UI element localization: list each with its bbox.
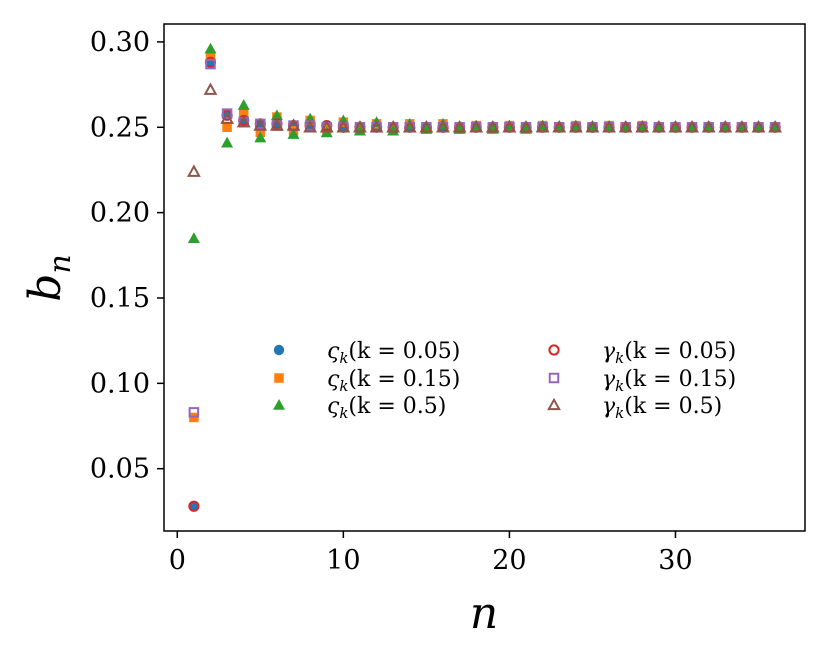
data-point: [222, 122, 232, 133]
data-point: [552, 120, 567, 133]
legend-marker: [548, 344, 560, 356]
x-tick-label: 10: [326, 545, 360, 576]
data-point: [188, 407, 200, 418]
data-point: [469, 120, 484, 133]
data-point: [353, 120, 367, 133]
data-point: [535, 120, 550, 133]
legend-entry: γk(k = 0.15): [548, 367, 736, 395]
legend-entry: ςk(k = 0.15): [274, 367, 460, 395]
data-point: [353, 124, 366, 136]
data-point: [205, 58, 216, 70]
data-point: [270, 109, 283, 121]
data-point: [768, 120, 783, 133]
x-tick-label: 20: [492, 545, 526, 576]
y-tick-label: 0.05: [90, 454, 150, 485]
data-point: [369, 120, 384, 133]
data-point: [585, 120, 600, 133]
y-tick-label: 0.25: [90, 112, 150, 143]
data-point: [519, 120, 533, 133]
data-point: [221, 136, 234, 148]
data-point: [188, 501, 200, 512]
legend-label: ςk(k = 0.15): [327, 367, 460, 395]
y-tick-label: 0.30: [90, 27, 150, 58]
y-tick-label: 0.15: [90, 283, 150, 314]
data-point: [668, 120, 683, 133]
legend-marker: [273, 399, 285, 410]
legend-entry: ςk(k = 0.5): [273, 394, 446, 422]
plot-frame: [163, 23, 806, 532]
data-point: [238, 108, 249, 119]
data-point: [205, 50, 216, 61]
data-point: [734, 120, 749, 133]
legend-marker: [273, 344, 285, 356]
axis-ticks: 0 10 20 30 0.05 0.10 0.15 0.20 0.25 0.30: [90, 27, 693, 576]
data-point: [186, 164, 201, 177]
legend-entry: γk(k = 0.5): [547, 394, 722, 422]
x-axis-label: n: [470, 588, 498, 639]
data-point: [618, 120, 633, 133]
data-point: [485, 120, 500, 133]
data-point: [419, 120, 434, 133]
data-point: [188, 500, 200, 512]
data-point: [336, 120, 351, 133]
data-marks: [186, 42, 783, 512]
legend-entry: ςk(k = 0.05): [273, 339, 460, 367]
data-point: [203, 82, 218, 95]
data-point: [751, 120, 766, 133]
legend-marker: [274, 373, 284, 383]
data-point: [270, 118, 284, 131]
data-point: [187, 232, 200, 244]
data-point: [635, 120, 650, 133]
series-6: [186, 82, 783, 177]
y-axis-label: bn: [20, 254, 78, 302]
x-tick-label: 0: [169, 545, 186, 576]
legend-label: γk(k = 0.05): [602, 339, 736, 367]
y-axis-label-subscript: n: [43, 254, 78, 273]
data-point: [436, 120, 450, 133]
y-tick-label: 0.10: [90, 368, 150, 399]
legend-label: ςk(k = 0.05): [327, 339, 460, 367]
legend-marker: [548, 372, 560, 384]
data-point: [452, 120, 467, 133]
data-point: [221, 108, 233, 119]
data-point: [701, 120, 716, 133]
data-point: [685, 120, 699, 133]
data-point: [286, 118, 301, 131]
data-point: [204, 42, 217, 54]
legend-entry: γk(k = 0.05): [548, 339, 736, 367]
legend-marker: [547, 397, 561, 411]
data-point: [386, 120, 401, 133]
data-point: [319, 120, 334, 133]
data-point: [254, 131, 267, 143]
data-point: [253, 118, 268, 131]
y-axis-label-base: b: [20, 274, 71, 302]
data-point: [602, 120, 616, 133]
data-point: [387, 124, 400, 136]
legend-label: ςk(k = 0.5): [327, 394, 446, 422]
y-tick-label: 0.20: [90, 198, 150, 229]
data-point: [402, 120, 417, 133]
data-point: [236, 114, 251, 128]
data-point: [287, 128, 300, 139]
data-point: [303, 120, 318, 133]
data-point: [237, 99, 250, 110]
data-point: [220, 111, 235, 124]
data-point: [568, 120, 583, 133]
legend-label: γk(k = 0.5): [602, 394, 722, 422]
legend-label: γk(k = 0.15): [602, 367, 736, 395]
data-point: [718, 120, 733, 133]
data-point: [502, 120, 517, 133]
x-tick-label: 30: [658, 545, 692, 576]
legend: ςk(k = 0.05)ςk(k = 0.15)ςk(k = 0.5) γk(k …: [273, 339, 736, 422]
data-point: [651, 120, 666, 133]
